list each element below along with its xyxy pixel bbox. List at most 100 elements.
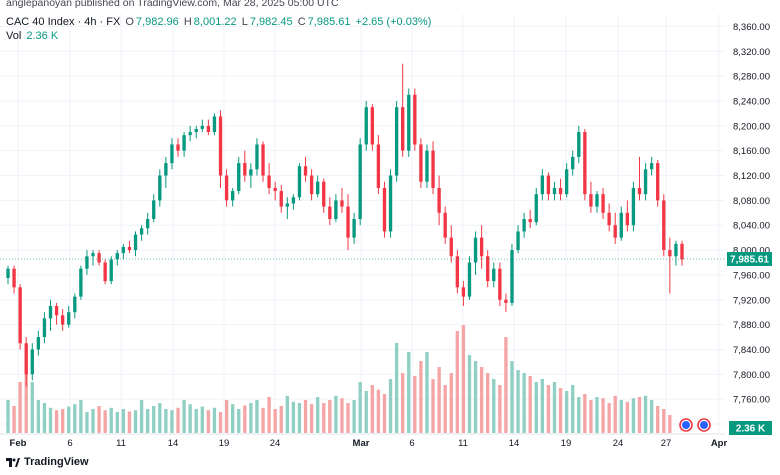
volume-bar [30, 382, 34, 433]
candle-body [340, 200, 344, 207]
x-tick-label: 14 [168, 438, 179, 449]
volume-bar [303, 400, 308, 433]
volume-bar [297, 403, 302, 433]
volume-bar [431, 379, 435, 433]
volume-bar [85, 412, 89, 433]
candle-body [97, 253, 101, 263]
volume-bar [589, 400, 593, 433]
volume-bar [176, 407, 180, 433]
candle-body [625, 212, 630, 226]
candle-body [255, 144, 259, 170]
candle-body [364, 107, 368, 145]
candle-body [133, 234, 138, 251]
volume-bar [637, 397, 642, 433]
candle-body [619, 212, 623, 238]
candle-body [297, 166, 302, 198]
volume-bar [449, 373, 453, 433]
candle-body [473, 237, 478, 263]
candle-body [224, 175, 229, 201]
candle-body [492, 268, 496, 282]
candle-body [637, 187, 642, 195]
footer-brand[interactable]: TradingView [6, 456, 89, 468]
volume-bar [540, 379, 545, 433]
candle-body [589, 194, 593, 207]
candle-body [212, 116, 217, 133]
candle-body [273, 187, 277, 192]
candle-body [85, 256, 89, 269]
candle-body [48, 305, 53, 319]
candle-body [595, 194, 599, 207]
volume-bar [467, 355, 472, 433]
volume-bar [200, 406, 204, 433]
volume-bar [340, 398, 344, 433]
candle-body [60, 315, 65, 325]
volume-bar [182, 400, 186, 433]
volume-bar [534, 382, 538, 433]
y-tick-label: 8,320.00 [733, 47, 770, 58]
time-axis: Feb 6 11 14 19 24 Mar 6 11 14 19 24 27 Apr [0, 433, 727, 449]
y-tick-label: 8,160.00 [733, 146, 770, 157]
volume-bar [346, 403, 350, 433]
volume-bar [492, 379, 496, 433]
candle-body [24, 343, 28, 375]
y-tick-label: 8,240.00 [733, 96, 770, 107]
volume-bar [158, 403, 162, 433]
candle-body [6, 268, 10, 279]
volume-bar [516, 370, 520, 433]
volume-bar [54, 410, 59, 433]
volume-tag-label: 2.36 K [736, 424, 766, 435]
volume-bar [6, 400, 10, 433]
symbol-label[interactable]: CAC 40 Index · 4h · FX [6, 16, 121, 28]
high-value: 8,001.22 [193, 16, 237, 28]
y-tick-label: 8,000.00 [733, 246, 770, 257]
volume-bar [267, 397, 271, 433]
candle-body [285, 203, 289, 207]
candle-body [328, 206, 332, 219]
volume-bar [510, 361, 514, 433]
volume-bar [60, 409, 65, 433]
volume-label: Vol [6, 30, 22, 42]
x-tick-label: 6 [409, 438, 414, 449]
candle-body [346, 206, 350, 238]
candle-body [103, 262, 107, 282]
candle-body [182, 135, 186, 151]
candle-body [577, 132, 581, 157]
volume-bar [352, 400, 356, 433]
candle-body [419, 144, 423, 182]
x-tick-label: Mar [353, 438, 370, 449]
volume-bar [613, 395, 617, 433]
candle-body [67, 312, 71, 325]
candle-body [407, 94, 411, 151]
candle-body [291, 197, 296, 204]
volume-bar [388, 379, 393, 433]
candle-body [54, 305, 59, 316]
volume-bar [36, 400, 41, 433]
candle-body [309, 175, 314, 195]
candle-body [194, 128, 198, 133]
candle-body [376, 144, 381, 188]
volume-bar [255, 400, 259, 433]
volume-bar [498, 385, 502, 433]
candle-body [230, 191, 235, 201]
candle-body [152, 200, 156, 219]
volume-bar [261, 407, 265, 433]
candle-body [522, 219, 526, 232]
candle-body [461, 287, 466, 297]
candle-body [413, 94, 417, 145]
candle-body [382, 187, 387, 232]
candle-body [571, 156, 575, 170]
candle-body [145, 219, 150, 229]
candle-body [649, 163, 654, 170]
candle-body [437, 187, 441, 213]
candle-body [218, 116, 223, 176]
candle-body [42, 318, 47, 338]
candle-body [334, 200, 338, 219]
candle-body [401, 107, 405, 151]
candle-body [91, 253, 95, 257]
volume-bar [322, 403, 326, 433]
candle-body [656, 163, 660, 201]
candle-body [316, 181, 320, 195]
volume-bar [601, 398, 605, 433]
volume-bar [583, 394, 587, 433]
